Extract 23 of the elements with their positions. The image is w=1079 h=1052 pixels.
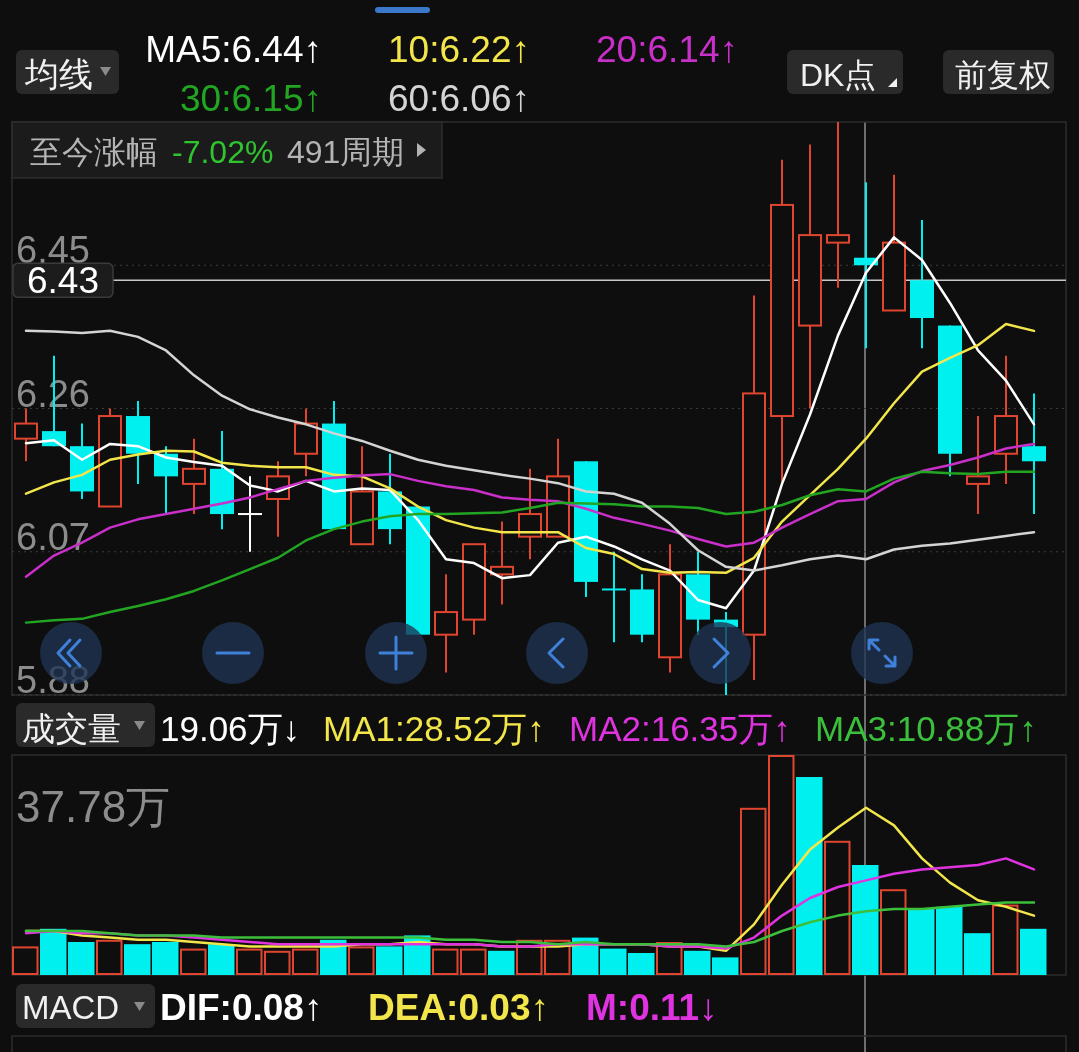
chart-title: 成交量 — [22, 710, 121, 747]
text: MA2:16.35万↑ — [569, 709, 791, 748]
text: DIF:0.08↑ — [160, 987, 323, 1028]
annotation: -7.02% — [172, 134, 274, 170]
text: 60:6.06↑ — [388, 78, 530, 119]
annotation: 至今涨幅 — [30, 134, 158, 170]
text: 19.06万↓ — [160, 709, 301, 748]
chart-title: 均线 — [24, 55, 93, 93]
text: 10:6.22↑ — [388, 29, 530, 70]
text: DEA:0.03↑ — [368, 987, 549, 1028]
text: MA5:6.44↑ — [145, 29, 322, 70]
text: M:0.11↓ — [586, 987, 718, 1028]
y-tick-label: 5.88 — [16, 659, 90, 701]
y-tick-label: 6.07 — [16, 515, 90, 558]
text: 30:6.15↑ — [180, 78, 322, 119]
text: 前复权 — [955, 57, 1051, 93]
annotation: 37.78万 — [16, 782, 171, 831]
annotation: 491周期 — [287, 134, 405, 170]
text: MA1:28.52万↑ — [323, 709, 545, 748]
text: 20:6.14↑ — [596, 29, 738, 70]
text: DK点 — [800, 57, 877, 93]
text: MA3:10.88万↑ — [815, 709, 1037, 748]
text: MACD — [22, 989, 120, 1026]
